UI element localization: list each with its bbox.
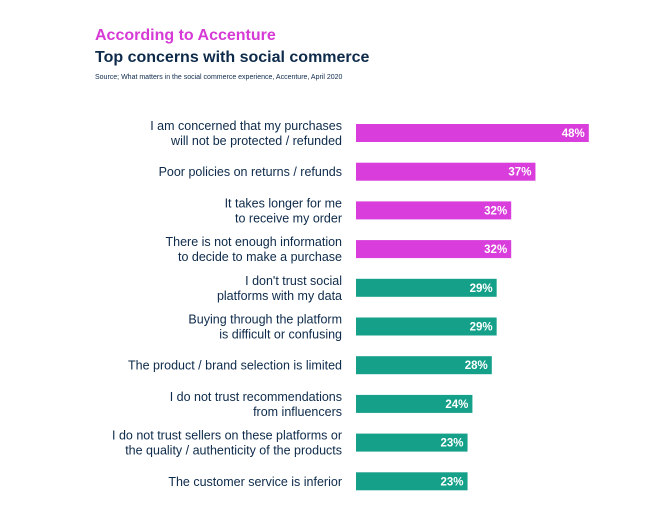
bar-7 bbox=[356, 356, 492, 375]
bar-value-label: 24% bbox=[445, 399, 468, 411]
category-label: is difficult or confusing bbox=[219, 328, 342, 342]
bar-8 bbox=[356, 394, 473, 413]
chart-header: According to Accenture Top concerns with… bbox=[95, 26, 369, 83]
bar-6 bbox=[356, 317, 497, 336]
category-label: from influencers bbox=[253, 405, 342, 419]
category-label: I am concerned that my purchases bbox=[150, 119, 342, 133]
category-label: There is not enough information bbox=[166, 235, 343, 249]
bar-5 bbox=[356, 278, 497, 297]
bar-value-label: 23% bbox=[441, 438, 464, 450]
bar-10 bbox=[356, 472, 468, 491]
bar-value-label: 23% bbox=[441, 476, 464, 488]
bar-3 bbox=[356, 201, 512, 220]
bar-value-label: 32% bbox=[484, 244, 507, 256]
bar-value-label: 37% bbox=[508, 167, 531, 179]
bar-value-label: 29% bbox=[470, 322, 493, 334]
category-label: The customer service is inferior bbox=[168, 475, 342, 489]
category-label: It takes longer for me bbox=[225, 196, 342, 210]
bar-value-label: 29% bbox=[470, 283, 493, 295]
category-label: will not be protected / refunded bbox=[170, 134, 342, 148]
bar-1 bbox=[356, 124, 589, 142]
category-label: The product / brand selection is limited bbox=[128, 359, 342, 373]
bar-value-label: 28% bbox=[465, 360, 488, 372]
bar-2 bbox=[356, 162, 536, 181]
category-label: the quality / authenticity of the produc… bbox=[125, 444, 342, 458]
bar-4 bbox=[356, 240, 512, 259]
chart-source: Source; What matters in the social comme… bbox=[95, 74, 343, 81]
bar-9 bbox=[356, 433, 468, 452]
bar-value-label: 32% bbox=[484, 205, 507, 217]
category-label: to receive my order bbox=[235, 211, 342, 225]
bar-chart: 48% I am concerned that my purchaseswill … bbox=[112, 119, 589, 491]
chart-eyebrow: According to Accenture bbox=[95, 27, 276, 44]
category-label: Poor policies on returns / refunds bbox=[159, 165, 342, 179]
bar-value-label: 48% bbox=[562, 128, 585, 140]
category-label: I don't trust social bbox=[245, 274, 342, 288]
category-label: I do not trust sellers on these platform… bbox=[112, 429, 342, 443]
chart-title: Top concerns with social commerce bbox=[95, 49, 370, 66]
category-label: I do not trust recommendations bbox=[170, 390, 342, 404]
category-label: to decide to make a purchase bbox=[178, 250, 342, 264]
category-label: platforms with my data bbox=[217, 289, 342, 303]
category-label: Buying through the platform bbox=[188, 313, 342, 327]
